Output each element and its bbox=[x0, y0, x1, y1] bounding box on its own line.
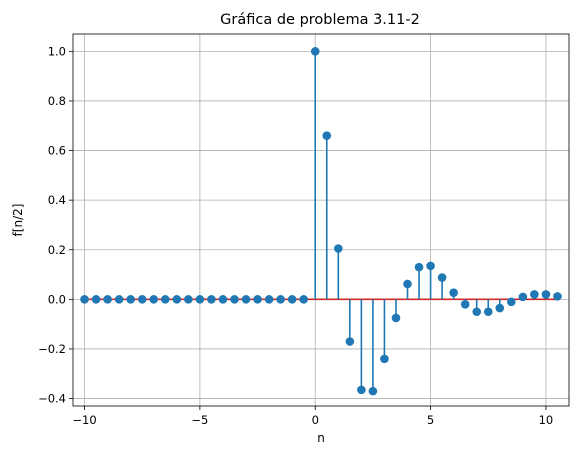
stem-marker bbox=[507, 297, 516, 307]
stem-marker bbox=[137, 295, 147, 304]
stem-marker bbox=[160, 295, 170, 304]
stem-marker bbox=[149, 295, 159, 304]
y-axis-ticks: −0.4 −0.2 0.0 0.2 0.4 0.6 0.8 1.0 bbox=[38, 44, 73, 406]
stem-marker bbox=[230, 295, 239, 304]
stem-marker bbox=[287, 295, 297, 304]
stem-marker bbox=[357, 385, 366, 395]
stem-marker bbox=[541, 290, 551, 299]
stem-marker bbox=[241, 295, 251, 304]
stem-marker bbox=[253, 295, 262, 304]
stem-marker bbox=[414, 262, 424, 272]
y-tick-label: 0.6 bbox=[48, 144, 66, 158]
stem-marker bbox=[172, 295, 182, 304]
stem-marker bbox=[276, 295, 285, 304]
x-tick-label: 5 bbox=[427, 413, 434, 427]
y-axis-label: f[n/2] bbox=[11, 204, 25, 237]
stem-marker bbox=[195, 295, 205, 304]
x-axis-label: n bbox=[317, 431, 325, 445]
stem-marker bbox=[218, 295, 228, 304]
stem-marker bbox=[126, 295, 135, 304]
markers bbox=[80, 47, 562, 396]
stem-marker bbox=[368, 386, 378, 396]
stem-marker bbox=[103, 295, 112, 304]
stem-marker bbox=[495, 303, 505, 313]
y-tick-label: −0.2 bbox=[38, 342, 66, 356]
stem-marker bbox=[184, 295, 193, 304]
y-tick-label: 1.0 bbox=[48, 44, 66, 58]
stem-marker bbox=[449, 288, 458, 297]
y-tick-label: 0.8 bbox=[48, 94, 66, 108]
x-axis-ticks: −10 −5 0 5 10 bbox=[72, 406, 553, 427]
y-tick-label: 0.2 bbox=[48, 243, 66, 257]
stem-marker bbox=[437, 273, 447, 282]
stem-marker bbox=[322, 131, 332, 140]
stem-marker bbox=[207, 295, 216, 304]
stem-marker bbox=[264, 295, 274, 304]
y-tick-label: 0.4 bbox=[48, 193, 66, 207]
stem-marker bbox=[334, 244, 343, 253]
stem-marker bbox=[299, 295, 308, 304]
stem-marker bbox=[80, 295, 89, 304]
x-tick-label: −10 bbox=[72, 413, 96, 427]
stem-marker bbox=[483, 307, 493, 317]
x-tick-label: 0 bbox=[312, 413, 319, 427]
x-tick-label: 10 bbox=[539, 413, 554, 427]
stem-marker bbox=[91, 295, 101, 304]
plot-frame bbox=[72, 33, 570, 407]
stem-marker bbox=[426, 261, 435, 271]
stem-marker bbox=[345, 337, 355, 346]
stem-marker bbox=[403, 279, 412, 289]
stem-marker bbox=[380, 354, 389, 364]
stem-marker bbox=[460, 300, 470, 309]
stem-marker bbox=[114, 295, 124, 304]
stem-marker bbox=[553, 292, 562, 301]
stem-marker bbox=[391, 313, 401, 323]
stem-marker bbox=[310, 47, 320, 56]
chart-title: Gráfica de problema 3.11-2 bbox=[220, 12, 420, 28]
x-tick-label: −5 bbox=[191, 413, 208, 427]
y-tick-label: −0.4 bbox=[38, 392, 66, 406]
stem-marker bbox=[530, 290, 539, 299]
stem-marker bbox=[518, 292, 528, 302]
y-tick-label: 0.0 bbox=[48, 292, 66, 306]
grid bbox=[73, 34, 569, 406]
stem-marker bbox=[472, 307, 482, 317]
